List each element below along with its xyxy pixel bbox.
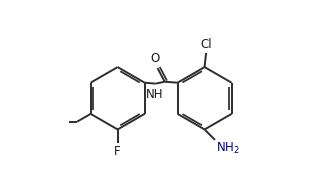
Text: F: F: [114, 145, 121, 158]
Text: Cl: Cl: [201, 38, 212, 51]
Text: NH$_2$: NH$_2$: [216, 141, 240, 156]
Text: NH: NH: [146, 88, 163, 101]
Text: O: O: [151, 52, 160, 65]
